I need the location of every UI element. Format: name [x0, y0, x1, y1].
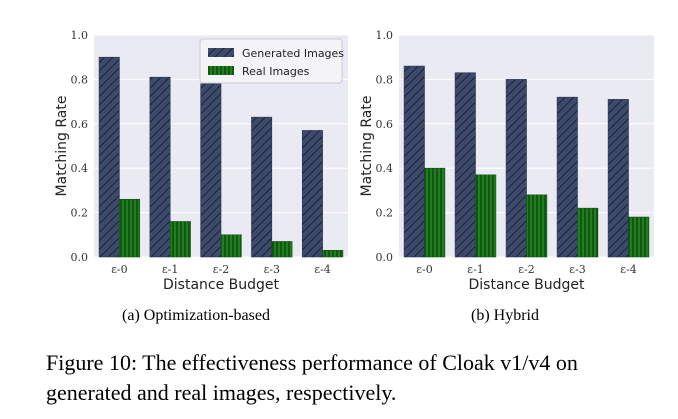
bar-real-3 — [577, 207, 599, 258]
y-tick-label: 0.6 — [376, 118, 394, 131]
y-tick-label: 0.4 — [376, 162, 394, 175]
y-tick-label: 0.6 — [71, 118, 89, 131]
x-tick-label: ε-3 — [569, 263, 585, 276]
bar-real-2 — [526, 194, 548, 258]
bar-generated-3 — [556, 96, 578, 258]
x-tick-label: ε-1 — [162, 263, 178, 276]
bar-generated-1 — [454, 72, 476, 258]
y-tick-label: 1.0 — [71, 29, 89, 42]
legend-label: Real Images — [242, 65, 310, 78]
bar-generated-0 — [98, 56, 120, 258]
bar-real-0 — [424, 167, 446, 258]
y-tick-label: 0.4 — [71, 162, 89, 175]
bar-generated-1 — [149, 76, 171, 258]
y-tick-label: 0.8 — [376, 73, 394, 86]
bar-real-3 — [271, 241, 293, 258]
panel-optimization-based: 0.0 0.2 0.4 0.6 0.8 1.0 ε-0 ε-1 ε-2 ε-3 ε-4 Distanc… — [54, 29, 348, 293]
x-axis-label: Distance Budget — [163, 277, 280, 293]
legend-swatch — [208, 48, 234, 57]
y-tick-label: 1.0 — [376, 29, 394, 42]
bar-generated-4 — [607, 99, 629, 258]
bar-generated-2 — [505, 79, 527, 258]
legend — [199, 38, 343, 84]
bar-generated-4 — [301, 130, 323, 258]
bar-generated-0 — [403, 65, 425, 258]
x-tick-label: ε-4 — [620, 263, 636, 276]
bar-real-1 — [475, 174, 497, 258]
x-tick-label: ε-1 — [467, 263, 483, 276]
figure-caption: Figure 10: The effectiveness performance… — [46, 350, 578, 405]
bar-real-4 — [322, 250, 344, 258]
x-tick-label: ε-2 — [518, 263, 534, 276]
y-tick-label: 0.2 — [376, 207, 394, 220]
panel-b-caption: (b) Hybrid — [471, 307, 539, 324]
y-tick-label: 0.0 — [376, 251, 394, 264]
bar-generated-3 — [251, 116, 273, 258]
y-axis-label: Matching Rate — [54, 96, 70, 197]
bar-real-4 — [628, 216, 650, 258]
x-tick-label: ε-2 — [213, 263, 229, 276]
y-tick-label: 0.2 — [71, 207, 89, 220]
bar-real-2 — [220, 234, 242, 258]
y-axis-label: Matching Rate — [359, 96, 375, 197]
x-tick-label: ε-4 — [314, 263, 330, 276]
bar-real-1 — [169, 221, 191, 258]
y-tick-label: 0.0 — [71, 251, 89, 264]
panel-a-caption: (a) Optimization-based — [122, 307, 270, 324]
panel-hybrid: 0.0 0.2 0.4 0.6 0.8 1.0 ε-0 ε-1 ε-2 ε-3 ε-4 Distanc… — [359, 29, 654, 293]
x-tick-label: ε-0 — [416, 263, 432, 276]
bar-generated-2 — [200, 83, 222, 258]
bar-real-0 — [119, 198, 141, 258]
x-tick-label: ε-3 — [264, 263, 280, 276]
x-tick-label: ε-0 — [111, 263, 127, 276]
legend-label: Generated Images — [242, 47, 344, 60]
legend-swatch — [208, 66, 234, 75]
y-tick-label: 0.8 — [71, 73, 89, 86]
x-axis-label: Distance Budget — [468, 277, 585, 293]
